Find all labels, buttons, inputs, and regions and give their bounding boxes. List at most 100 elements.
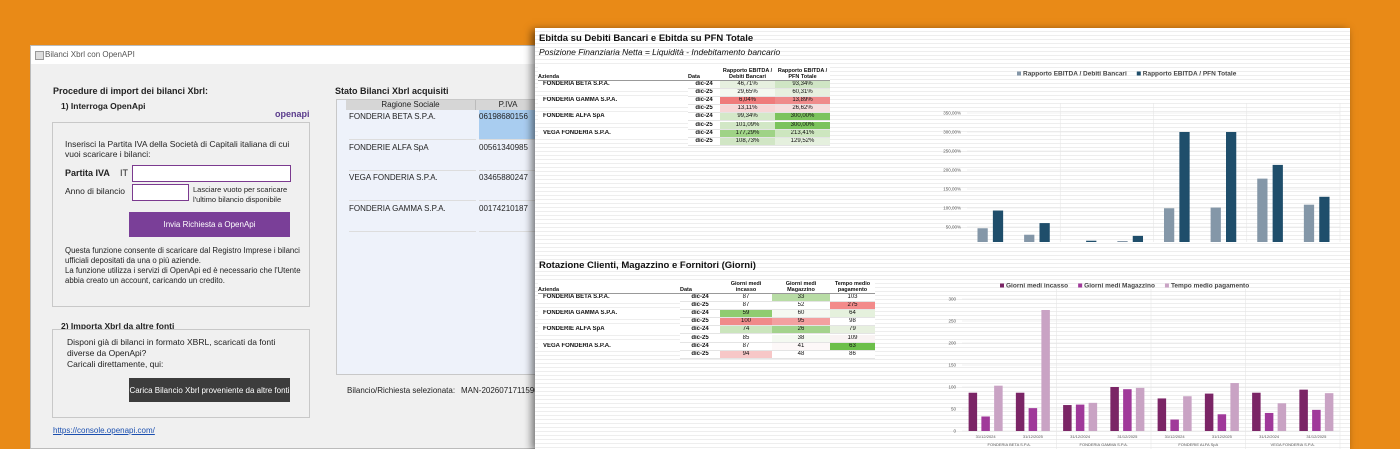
section-title: Ebitda su Debiti Bancari e Ebitda su PFN… xyxy=(539,33,754,44)
status-grid xyxy=(336,99,543,375)
value-cell: 63 xyxy=(830,342,875,351)
chart: 0,00%50,00%100,00%150,00%200,00%250,00%3… xyxy=(943,71,1341,242)
year-hint: l'ultimo bilancio disponibile xyxy=(193,195,282,204)
value-cell: 26 xyxy=(772,326,830,335)
bar xyxy=(1075,404,1085,431)
value-cell: 98 xyxy=(830,318,875,327)
bar xyxy=(992,210,1004,242)
date-cell: dic-25 xyxy=(680,334,720,343)
bar xyxy=(994,385,1003,431)
value-cell: 13,11% xyxy=(720,105,775,114)
other-line: Disponi già di bilanci in formato XBRL, … xyxy=(67,337,276,347)
value-cell: 103 xyxy=(830,294,875,303)
upload-button[interactable]: Carica Bilancio Xbrl proveniente da altr… xyxy=(129,378,290,402)
value-cell: 74 xyxy=(720,326,772,335)
table-cell: 00174210187 xyxy=(479,202,541,232)
bar xyxy=(1264,412,1274,431)
value-cell: 93,34% xyxy=(775,81,830,90)
bar xyxy=(1217,414,1227,431)
date-cell: dic-25 xyxy=(688,137,720,146)
group-label: FONDERIA GAMMA S.P.A. xyxy=(1080,442,1128,447)
x-tick-label: 31/12/2024 xyxy=(1070,434,1091,439)
group-label: FONDERIE ALFA SpA xyxy=(1178,442,1218,447)
value-cell: 26,62% xyxy=(775,105,830,114)
note-line: ufficiali depositati da una o più aziend… xyxy=(65,256,201,265)
company-cell: FONDERIA GAMMA S.P.A. xyxy=(538,97,688,106)
column-header: Ragione Sociale xyxy=(346,100,476,110)
legend-label: Giorni medi Magazzino xyxy=(1084,283,1155,290)
y-tick-label: 300 xyxy=(948,297,956,302)
group-label: VEGA FONDERIA S.P.A. xyxy=(1271,442,1315,447)
x-tick-label: 31/12/2025 xyxy=(1306,434,1327,439)
bar xyxy=(1179,132,1190,242)
column-header: Rapporto EBITDA / PFN Totale xyxy=(775,67,830,81)
y-tick-label: 150 xyxy=(948,363,956,368)
value-cell: 85 xyxy=(720,334,772,343)
company-cell: FONDERIA BETA S.P.A. xyxy=(538,81,688,90)
x-tick-label: 31/12/2025 xyxy=(1023,434,1044,439)
bar xyxy=(1272,164,1283,242)
value-cell: 79 xyxy=(830,326,875,335)
bar xyxy=(1086,240,1097,242)
step-title: 2) Importa Xbrl da altre fonti xyxy=(61,321,175,331)
column-header: Rapporto EBITDA / Debiti Bancari xyxy=(720,67,775,81)
bar xyxy=(1135,387,1145,431)
request-button[interactable]: Invia Richiesta a OpenApi xyxy=(129,212,290,237)
value-cell: 87 xyxy=(720,302,772,311)
date-cell: dic-25 xyxy=(680,318,720,327)
intro-line: Inserisci la Partita IVA della Società d… xyxy=(65,139,290,149)
bar xyxy=(1039,223,1050,242)
bar xyxy=(1123,389,1132,431)
date-cell: dic-25 xyxy=(688,89,720,98)
y-tick-label: 300,00% xyxy=(943,130,961,135)
date-cell: dic-24 xyxy=(688,97,720,106)
value-cell: 46,71% xyxy=(720,81,775,90)
bar xyxy=(981,416,990,431)
link[interactable]: https://console.openapi.com/ xyxy=(53,426,155,435)
table-cell: FONDERIA BETA S.P.A. xyxy=(349,110,476,140)
selected-value: MAN-20260717115900 xyxy=(461,386,544,395)
column-header: Azienda xyxy=(538,280,680,294)
bar xyxy=(977,228,988,242)
bar xyxy=(968,392,978,431)
value-cell: 33 xyxy=(772,294,830,303)
y-tick-label: 250 xyxy=(948,319,956,324)
window-title: Bilanci Xbrl con OpenAPI xyxy=(45,50,135,59)
legend-swatch xyxy=(1164,283,1169,288)
value-cell: 60,31% xyxy=(775,89,830,98)
value-cell: 38 xyxy=(772,334,830,343)
bar xyxy=(1015,392,1025,431)
table-cell: FONDERIA GAMMA S.P.A. xyxy=(349,202,476,232)
import-box xyxy=(52,329,310,418)
bar xyxy=(1041,310,1050,431)
value-cell: 213,41% xyxy=(775,129,830,138)
bar xyxy=(1210,207,1221,242)
bar xyxy=(1117,241,1128,242)
other-line: Caricali direttamente, qui: xyxy=(67,359,164,369)
year-label: Anno di bilancio xyxy=(65,186,126,196)
legend-label: Tempo medio pagamento xyxy=(1171,283,1249,290)
bar xyxy=(1028,408,1038,431)
y-tick-label: 50,00% xyxy=(946,225,961,230)
note-line: abbia creato un account, caricando un cr… xyxy=(65,276,225,285)
bar xyxy=(1299,389,1308,431)
piva-input[interactable] xyxy=(132,165,291,182)
value-cell: 99,34% xyxy=(720,113,775,122)
bar xyxy=(1132,235,1144,242)
y-tick-label: 200 xyxy=(948,341,956,346)
value-cell: 6,04% xyxy=(720,97,775,106)
date-cell: dic-25 xyxy=(688,105,720,114)
piva-prefix: IT xyxy=(120,168,128,178)
value-cell: 100 xyxy=(720,318,772,327)
value-cell: 48 xyxy=(772,350,830,359)
value-cell: 59 xyxy=(720,310,772,319)
legend-label: Rapporto EBITDA / Debiti Bancari xyxy=(1023,71,1127,78)
table-cell: 00561340985 xyxy=(479,141,541,171)
date-cell: dic-24 xyxy=(680,342,720,351)
year-input[interactable] xyxy=(132,184,189,201)
column-header: Tempo medio pagamento xyxy=(830,280,875,294)
company-cell: FONDERIE ALFA SpA xyxy=(538,326,680,335)
column-header: Giorni medi incasso xyxy=(720,280,772,294)
bar xyxy=(1163,208,1175,242)
